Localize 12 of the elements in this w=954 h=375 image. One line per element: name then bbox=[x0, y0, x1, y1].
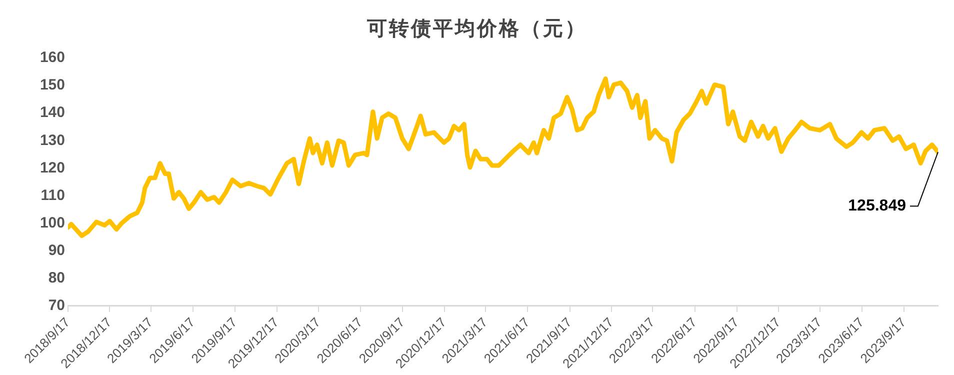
y-tick-label: 160 bbox=[40, 49, 65, 66]
y-tick-label: 110 bbox=[40, 186, 65, 204]
y-tick-label: 130 bbox=[40, 132, 65, 149]
y-tick-label: 100 bbox=[40, 214, 65, 232]
y-tick-label: 120 bbox=[40, 159, 65, 176]
y-tick-label: 70 bbox=[48, 297, 65, 314]
annotation: 125.849 bbox=[848, 197, 906, 214]
chart-title: 可转债平均价格（元） bbox=[366, 15, 588, 42]
y-tick-label: 80 bbox=[48, 270, 65, 287]
y-tick-label: 90 bbox=[48, 242, 65, 259]
y-tick-label: 150 bbox=[40, 76, 65, 94]
y-tick-label: 140 bbox=[40, 104, 65, 122]
